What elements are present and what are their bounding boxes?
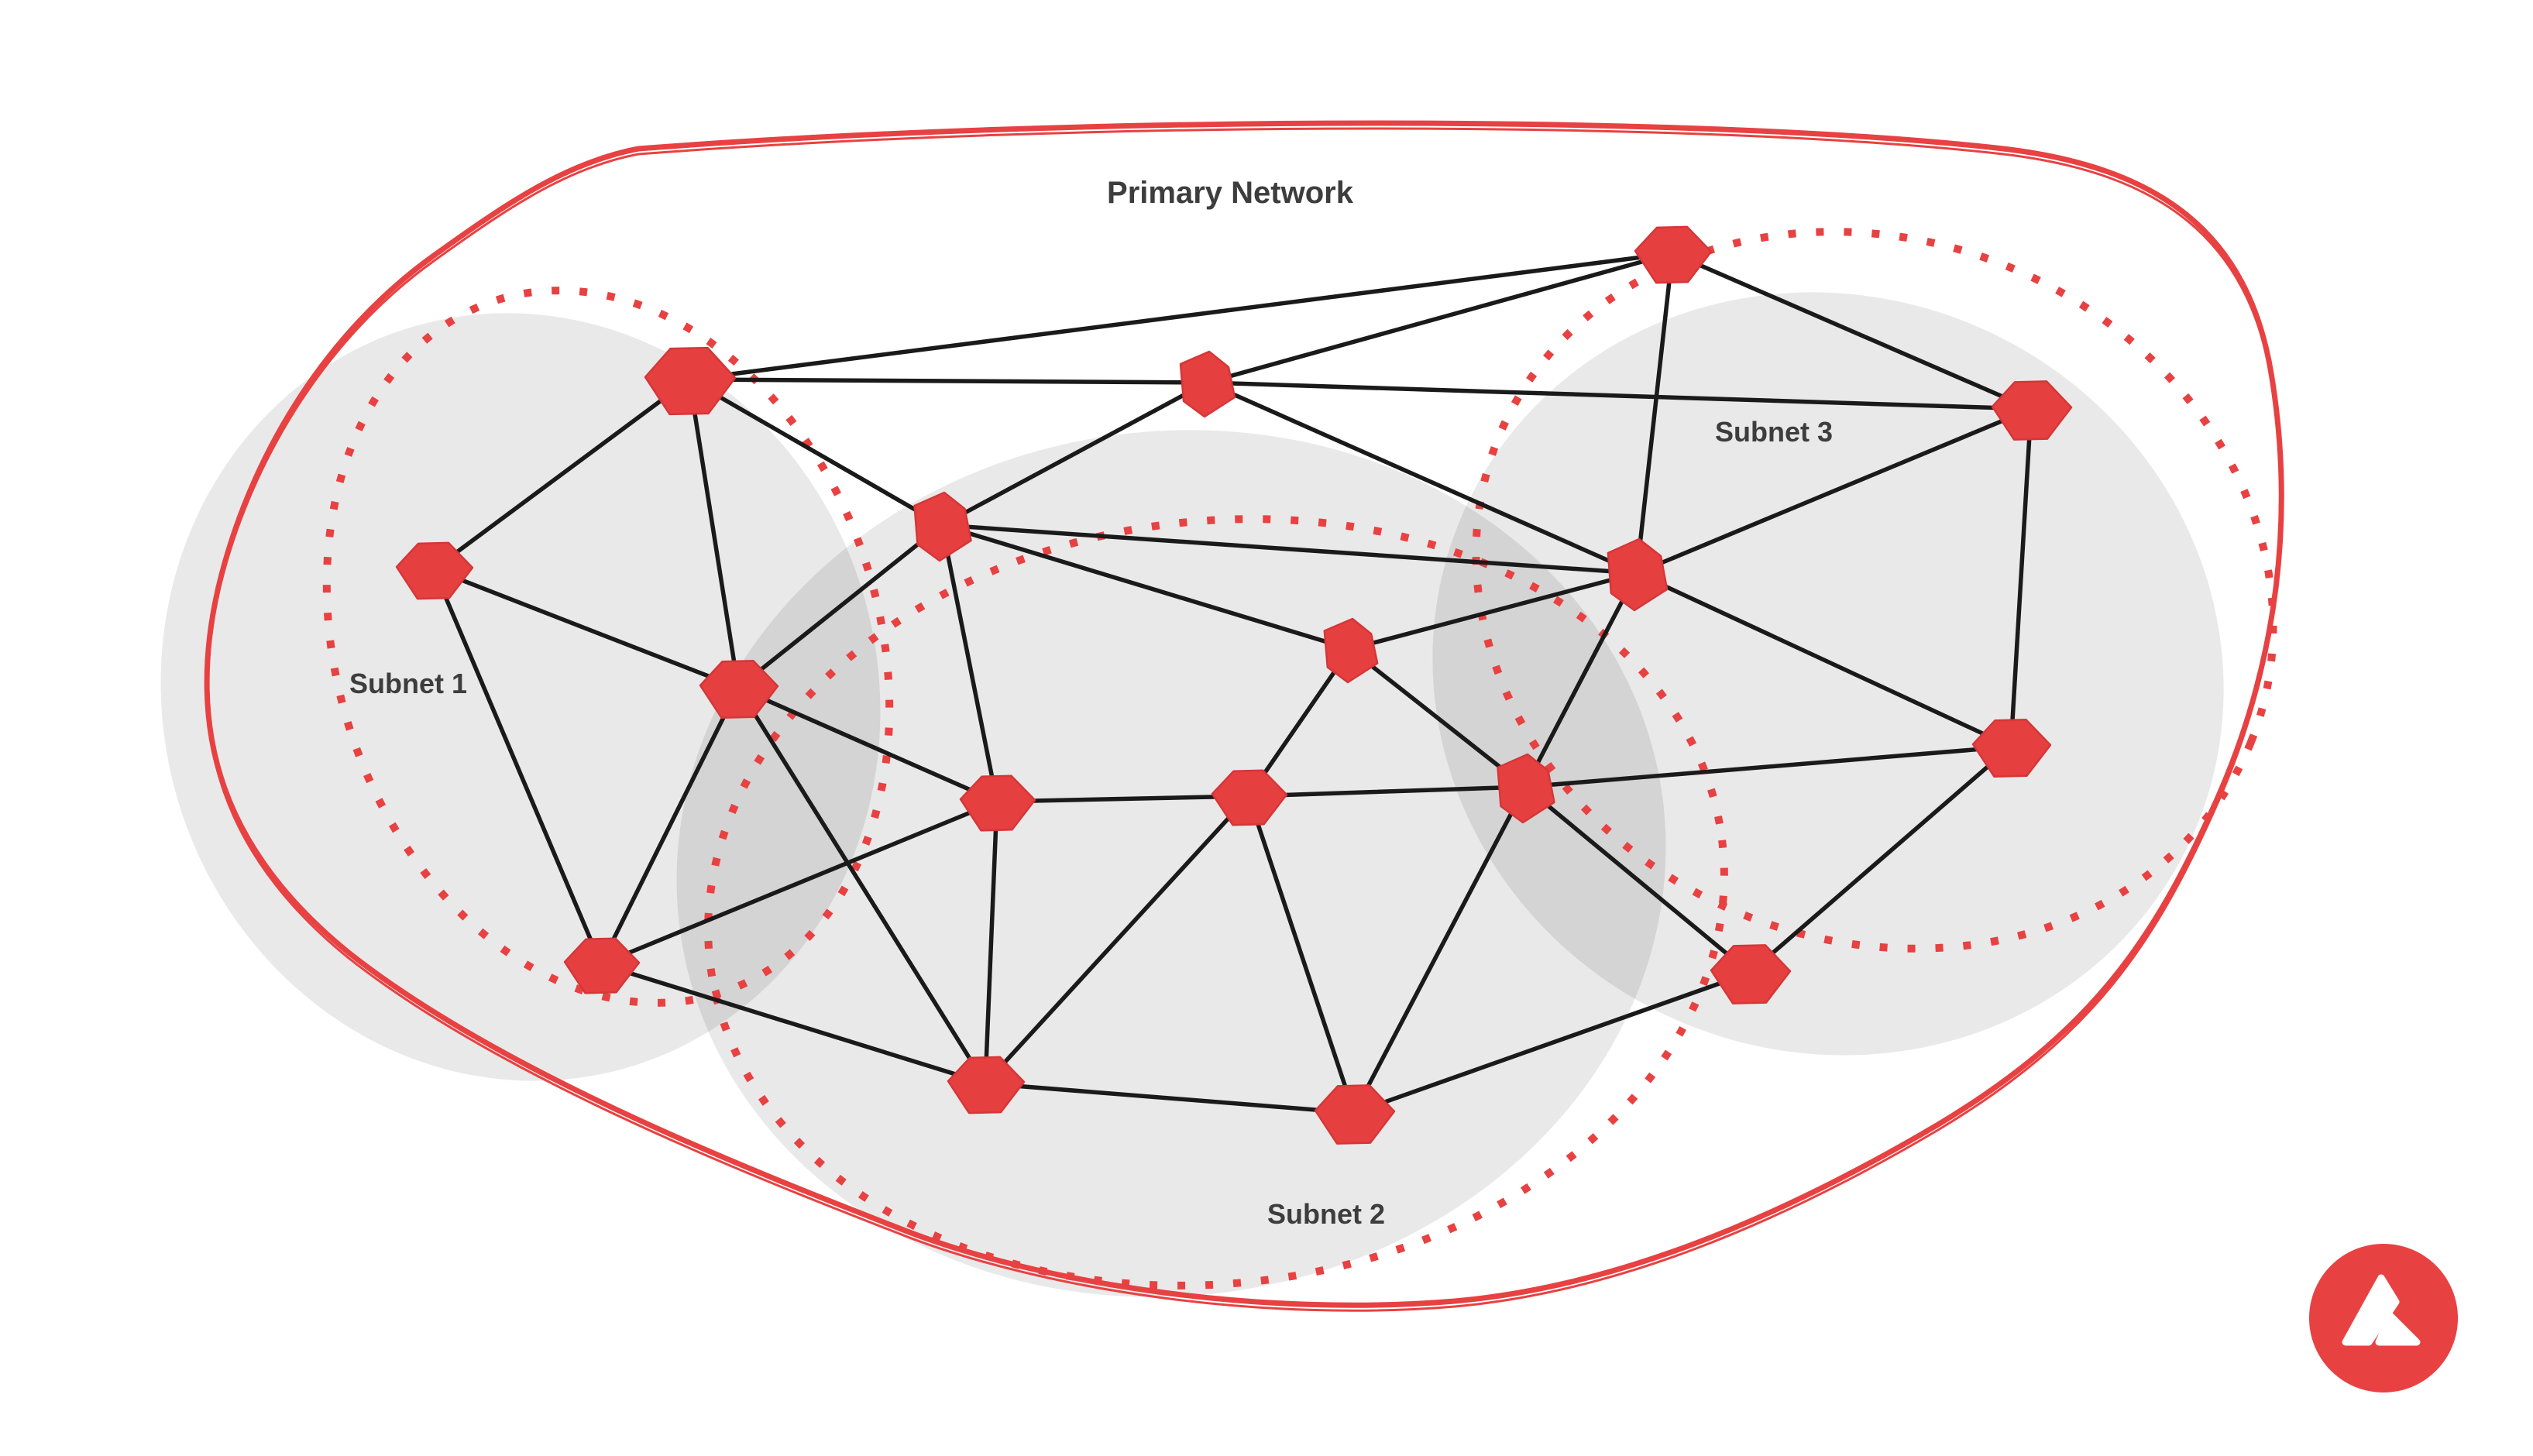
diagram-labels: Primary Network Subnet 1 Subnet 2 Subnet… [349, 176, 1833, 1230]
avalanche-logo [2309, 1244, 2458, 1392]
validator-node-n14 [563, 937, 641, 994]
validator-node-n7 [1323, 617, 1379, 684]
avalanche-logo-group [2309, 1244, 2458, 1392]
edge-n6-n11 [940, 523, 1639, 575]
edge-n3-n6 [687, 377, 944, 527]
edge-n5-n15 [736, 685, 988, 1086]
subnet-3-label: Subnet 3 [1715, 416, 1833, 448]
validator-node-n3 [644, 346, 737, 416]
validator-node-n9 [1211, 769, 1288, 826]
edge-n1-n2 [1205, 251, 1675, 385]
edge-n1-n3 [687, 251, 1675, 382]
primary-network-outline-sketch-stroke [205, 127, 2283, 1312]
edge-n8-n9 [995, 794, 1251, 804]
edge-n14-n15 [599, 962, 988, 1086]
validator-node-n5 [699, 659, 779, 719]
edge-n12-n13 [2009, 407, 2033, 749]
edge-n5-n14 [599, 685, 741, 967]
subnet-3-dotted-boundary [1472, 228, 2277, 953]
subnet-2-region [676, 430, 1666, 1297]
subnet-1-dotted-boundary [322, 287, 894, 1007]
edge-n9-n10 [1246, 785, 1528, 798]
edge-n7-n10 [1348, 647, 1528, 789]
validator-node-n10 [1497, 753, 1555, 824]
edge-n1-n11 [1634, 251, 1675, 575]
validator-node-n2 [1179, 350, 1236, 418]
edge-n2-n11 [1205, 380, 1639, 575]
validator-node-n12 [1991, 380, 2073, 441]
edge-n3-n5 [687, 377, 741, 690]
edge-n9-n15 [983, 794, 1251, 1086]
validator-node-n15 [947, 1056, 1026, 1114]
validator-node-n4 [395, 541, 474, 600]
edge-n6-n8 [940, 523, 999, 804]
edge-n9-n16 [1246, 794, 1356, 1115]
edge-n7-n11 [1348, 571, 1639, 651]
validator-node-n11 [1607, 537, 1669, 612]
edge-n6-n7 [940, 523, 1352, 651]
edge-n4-n14 [431, 567, 603, 967]
subnet-1-label: Subnet 1 [349, 668, 467, 699]
edge-n11-n12 [1634, 407, 2033, 575]
edge-n10-n11 [1523, 571, 1639, 789]
validator-node-n13 [1971, 718, 2052, 778]
network-edges [431, 251, 2033, 1115]
network-nodes [395, 225, 2073, 1145]
primary-network-outline-layer [204, 120, 2284, 1312]
edge-n13-n17 [1748, 744, 2013, 975]
subnet-1-region [160, 313, 881, 1081]
subnet-dotted-boundaries [322, 228, 2277, 1289]
edge-n16-n17 [1352, 970, 1752, 1115]
edge-n10-n16 [1352, 785, 1528, 1115]
validator-node-n6 [913, 491, 972, 562]
validator-node-n17 [1710, 944, 1792, 1004]
subnet-2-label: Subnet 2 [1267, 1198, 1385, 1230]
edge-n3-n4 [431, 377, 692, 572]
edge-n8-n15 [983, 799, 999, 1086]
edge-n5-n6 [736, 523, 944, 690]
edge-n4-n5 [431, 567, 741, 690]
edge-n11-n13 [1634, 571, 2013, 749]
avalanche-logo-triangle-icon [2375, 1312, 2421, 1346]
validator-node-n8 [959, 774, 1036, 832]
validator-node-n1 [1634, 225, 1713, 284]
edge-n1-n12 [1670, 251, 2033, 411]
primary-network-label: Primary Network [1107, 176, 1354, 210]
edge-n2-n3 [687, 377, 1209, 385]
edge-n15-n16 [983, 1081, 1356, 1115]
subnet-2-dotted-boundary [704, 515, 1728, 1289]
edge-n8-n14 [599, 799, 999, 967]
edge-n10-n13 [1523, 744, 2013, 789]
edge-n2-n6 [940, 380, 1209, 527]
edge-n10-n17 [1523, 785, 1752, 975]
edge-n2-n12 [1205, 380, 2033, 411]
edge-n5-n8 [736, 685, 999, 804]
avalanche-logo-mountain-icon [2342, 1274, 2400, 1346]
validator-node-n16 [1314, 1084, 1396, 1145]
